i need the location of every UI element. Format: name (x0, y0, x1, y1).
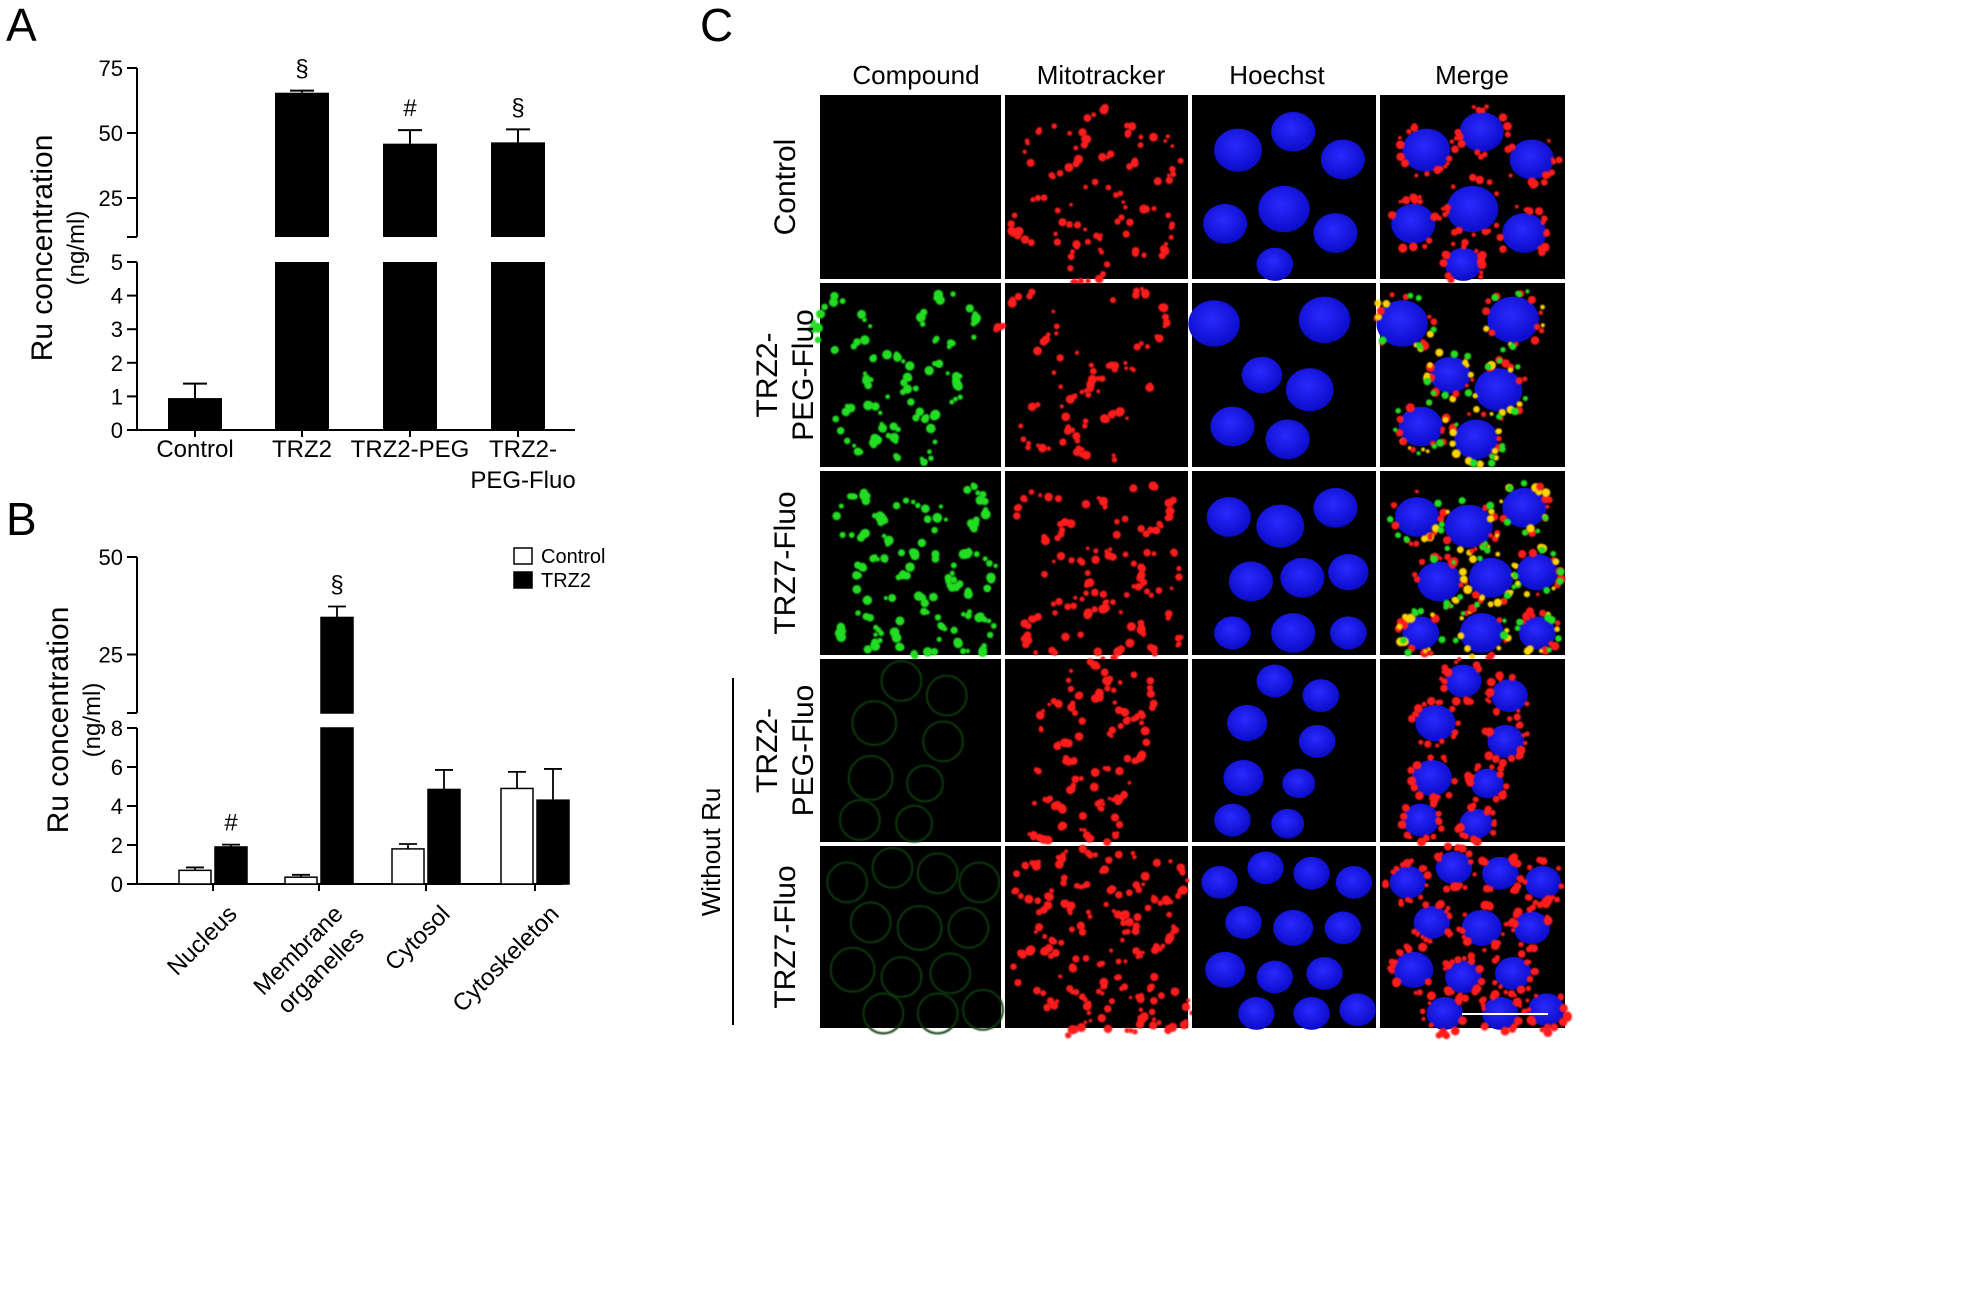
y-tick-label: 5 (111, 250, 123, 275)
micrograph-tile (1192, 95, 1376, 281)
row-label-text: TRZ7-Fluo (769, 865, 802, 1008)
significance-mark: § (330, 572, 343, 599)
row-label-text: TRZ7-Fluo (769, 491, 802, 634)
row-label: Control (769, 139, 802, 236)
bar-lower-segment (383, 262, 437, 430)
x-tick-label: PEG-Fluo (470, 467, 575, 494)
x-tick-label: Cytosol (380, 900, 456, 976)
y-tick-label: 0 (111, 872, 123, 897)
row-label-text: TRZ2- (751, 708, 784, 793)
micrograph-tile (993, 283, 1188, 467)
bar (391, 848, 425, 885)
micrograph-tile (808, 283, 1001, 467)
y-tick-label: 6 (111, 755, 123, 780)
y-tick-label: 25 (99, 643, 123, 668)
bar-lower-segment (275, 262, 329, 430)
bar (275, 92, 329, 237)
micrograph-tile (1373, 283, 1565, 468)
micrograph-tile (1005, 95, 1188, 288)
micrograph-tile (1005, 471, 1188, 662)
micrograph-tile (1380, 842, 1572, 1040)
micrograph-tile (1005, 658, 1188, 847)
y-axis-label: Ru concentration (42, 607, 75, 834)
panel-label-a: A (6, 0, 37, 51)
chart-b: 0 2 4 6 8 25 50 Ru concentration (ng/ml) ControlT… (42, 545, 605, 1019)
x-tick-label-group: Nucleus (162, 900, 242, 980)
significance-mark: # (403, 95, 417, 122)
micrograph-tile (1192, 846, 1376, 1030)
y-tick-label: 4 (111, 284, 123, 309)
x-tick-label: TRZ2 (272, 436, 332, 463)
bar (168, 398, 222, 430)
group-label: Without Ru (696, 788, 726, 917)
column-header: Mitotracker (1037, 60, 1166, 90)
chart-a: 0 1 2 3 4 5 25 50 75 Ru concentration (ng/ml) Contr… (26, 56, 576, 494)
row-label-text: Control (769, 139, 802, 236)
micrograph-tile (1380, 471, 1566, 662)
micrograph-tile (820, 846, 1004, 1035)
legend-label: TRZ2 (541, 570, 591, 592)
y-tick-label: 3 (111, 317, 123, 342)
legend-swatch (513, 547, 533, 565)
micrograph-tile (820, 95, 1001, 279)
bar (536, 799, 570, 885)
y-tick-label: 0 (111, 418, 123, 443)
x-tick-label: TRZ2- (489, 436, 557, 463)
x-tick-label-group: Cytosol (380, 900, 456, 976)
y-tick-label: 2 (111, 351, 123, 376)
bar (383, 143, 437, 237)
row-label: TRZ7-Fluo (769, 491, 802, 634)
bar (500, 787, 534, 885)
bar (427, 788, 461, 885)
micrograph-tile (1192, 471, 1376, 655)
bar-lower-segment (491, 262, 545, 430)
panel-label-b: B (6, 493, 37, 545)
y-axis-unit: (ng/ml) (79, 683, 106, 758)
x-tick-label: Nucleus (162, 900, 242, 980)
y-tick-label: 50 (99, 545, 123, 570)
y-tick-label: 50 (99, 121, 123, 146)
micrograph-tile (1192, 659, 1376, 842)
bar (320, 616, 354, 714)
bar (284, 876, 318, 885)
micrograph-tile (1188, 283, 1376, 467)
y-tick-label: 1 (111, 384, 123, 409)
micrograph-tile (820, 659, 1001, 843)
y-axis-label: Ru concentration (26, 135, 59, 362)
micrograph-tile (820, 471, 1001, 660)
bar (214, 846, 248, 885)
y-tick-label: 25 (99, 186, 123, 211)
row-label: TRZ2- PEG-Fluo (751, 685, 820, 817)
column-header: Merge (1435, 60, 1509, 90)
legend-swatch (513, 571, 533, 589)
micrograph-tile (1005, 844, 1195, 1039)
bar (491, 142, 545, 237)
significance-mark: # (224, 810, 238, 837)
y-tick-label: 75 (99, 56, 123, 81)
significance-mark: § (295, 56, 308, 83)
micrograph-tile (1380, 656, 1565, 847)
significance-mark: § (511, 94, 524, 121)
x-tick-label-group: Cytoskeleton (447, 900, 564, 1017)
x-tick-label: Cytoskeleton (447, 900, 564, 1017)
column-header: Compound (852, 60, 979, 90)
y-tick-label: 2 (111, 833, 123, 858)
column-header: Hoechst (1229, 60, 1325, 90)
y-tick-label: 4 (111, 794, 123, 819)
legend-label: Control (541, 546, 605, 568)
row-label: TRZ7-Fluo (769, 865, 802, 1008)
bar-lower-segment (320, 727, 354, 885)
row-label-text: TRZ2- (751, 333, 784, 418)
y-axis-unit: (ng/ml) (63, 211, 90, 286)
row-label: TRZ2- PEG-Fluo (751, 309, 820, 441)
panel-label-c: C (700, 0, 734, 51)
y-tick-label: 8 (111, 716, 123, 741)
micrograph-tile (1380, 95, 1565, 284)
bar (178, 869, 212, 885)
row-label-text: PEG-Fluo (787, 309, 820, 441)
x-tick-label: TRZ2-PEG (351, 436, 470, 463)
row-label-text: PEG-Fluo (787, 685, 820, 817)
x-tick-label: Control (156, 436, 233, 463)
